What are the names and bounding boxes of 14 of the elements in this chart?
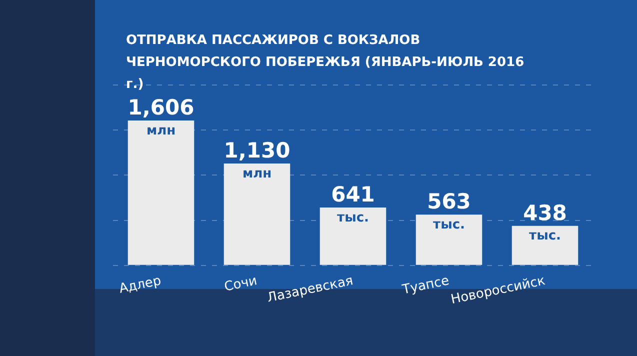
data-label: 563 тыс. [427,190,471,232]
bar [320,208,386,265]
bar [128,120,194,265]
x-tick-label: Адлер [118,274,162,297]
bar [224,163,290,265]
bar [416,214,482,265]
x-tick-label: Туапсе [400,274,450,298]
data-label: 1,130 млн [224,138,290,182]
data-label: 1,606 млн [128,95,194,138]
chart-title: ОТПРАВКА ПАССАЖИРОВ С ВОКЗАЛОВ ЧЕРНОМОРСКОГО ПОБЕРЕЖЬЯ (ЯНВАРЬ-ИЮЛЬ 2016 г.) [126,32,526,94]
bar [512,226,578,265]
x-tick-label: Сочи [222,274,258,295]
data-label: 641 тыс. [331,182,375,226]
data-label: 438 тыс. [523,200,567,244]
